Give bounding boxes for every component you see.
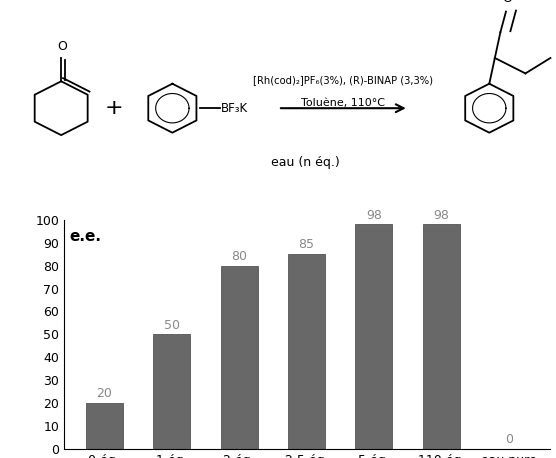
Text: e.e.: e.e.	[70, 229, 101, 244]
Bar	[221, 266, 257, 449]
Bar	[153, 334, 190, 449]
Text: 80: 80	[231, 250, 247, 263]
Bar	[288, 254, 325, 449]
Bar	[86, 403, 123, 449]
Text: O: O	[57, 40, 67, 53]
Text: [Rh(cod)₂]PF₆(3%), (R)-BINAP (3,3%): [Rh(cod)₂]PF₆(3%), (R)-BINAP (3,3%)	[253, 75, 433, 85]
Text: 20: 20	[96, 387, 112, 400]
Text: eau (n éq.): eau (n éq.)	[271, 156, 340, 169]
Text: BF₃K: BF₃K	[221, 102, 249, 114]
Text: 0: 0	[505, 433, 513, 446]
Bar	[423, 224, 460, 449]
Text: 85: 85	[299, 239, 315, 251]
Text: +: +	[105, 98, 123, 118]
Text: 98: 98	[366, 209, 382, 222]
Text: 98: 98	[433, 209, 449, 222]
Bar	[355, 224, 393, 449]
Text: Toluène, 110°C: Toluène, 110°C	[301, 98, 385, 108]
Text: O: O	[502, 0, 512, 5]
Text: 50: 50	[164, 319, 180, 332]
